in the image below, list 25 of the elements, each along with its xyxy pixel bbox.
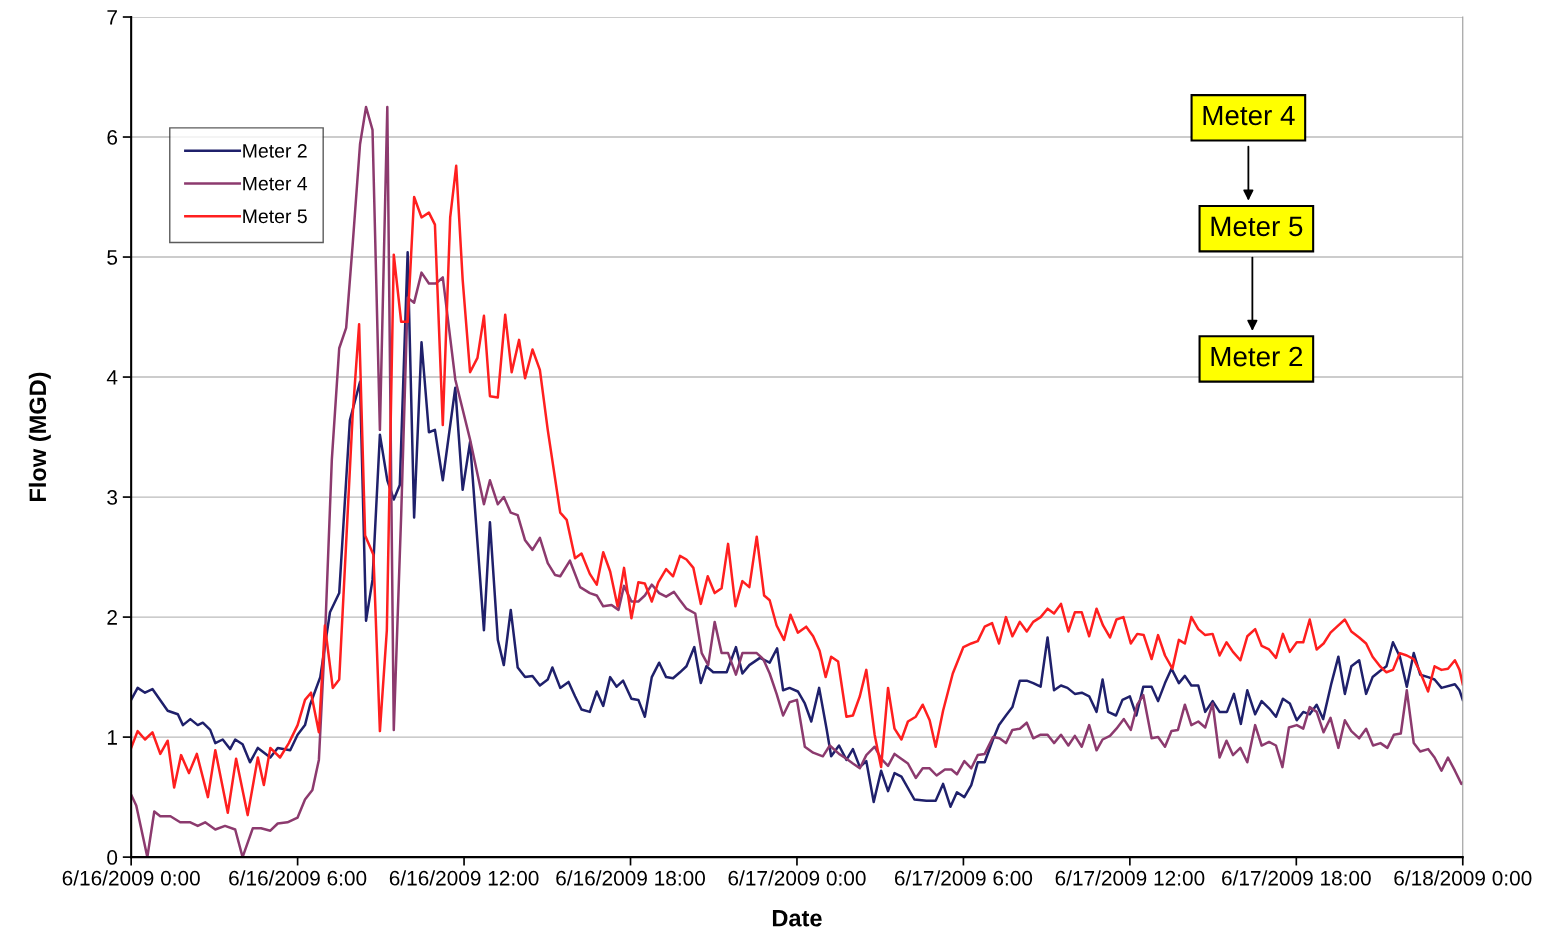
annotation: Meter 2 [1211,346,1303,367]
x-tick-label: 6/16/2009 0:00 [62,870,200,886]
x-tick-label: 6/17/2009 0:00 [728,870,866,886]
legend-label: Meter 5 [243,209,307,224]
x-axis-title: Date [772,910,822,927]
x-tick-label: 6/17/2009 18:00 [1222,870,1371,886]
x-tick-label: 6/16/2009 6:00 [229,870,367,886]
y-tick-label: 2 [107,610,117,625]
legend-label: Meter 2 [243,143,307,158]
y-axis-title: Flow (MGD) [28,372,51,502]
y-tick-label: 6 [107,130,118,145]
x-tick-label: 6/17/2009 12:00 [1055,870,1205,886]
x-tick-label: 6/17/2009 6:00 [894,870,1033,886]
legend-label: Meter 4 [243,176,308,191]
y-tick-label: 4 [106,370,118,385]
x-tick-label: 6/16/2009 18:00 [556,870,705,886]
y-tick-label: 5 [107,250,118,265]
x-tick-label: 6/18/2009 0:00 [1394,870,1532,886]
annotation: Meter 4 [1203,105,1295,126]
y-tick-label: 3 [107,490,118,505]
y-tick-label: 0 [107,850,118,865]
x-tick-label: 6/16/2009 12:00 [389,870,539,886]
annotation: Meter 5 [1211,216,1303,237]
y-tick-label: 7 [107,10,117,25]
y-tick-label: 1 [107,730,117,745]
